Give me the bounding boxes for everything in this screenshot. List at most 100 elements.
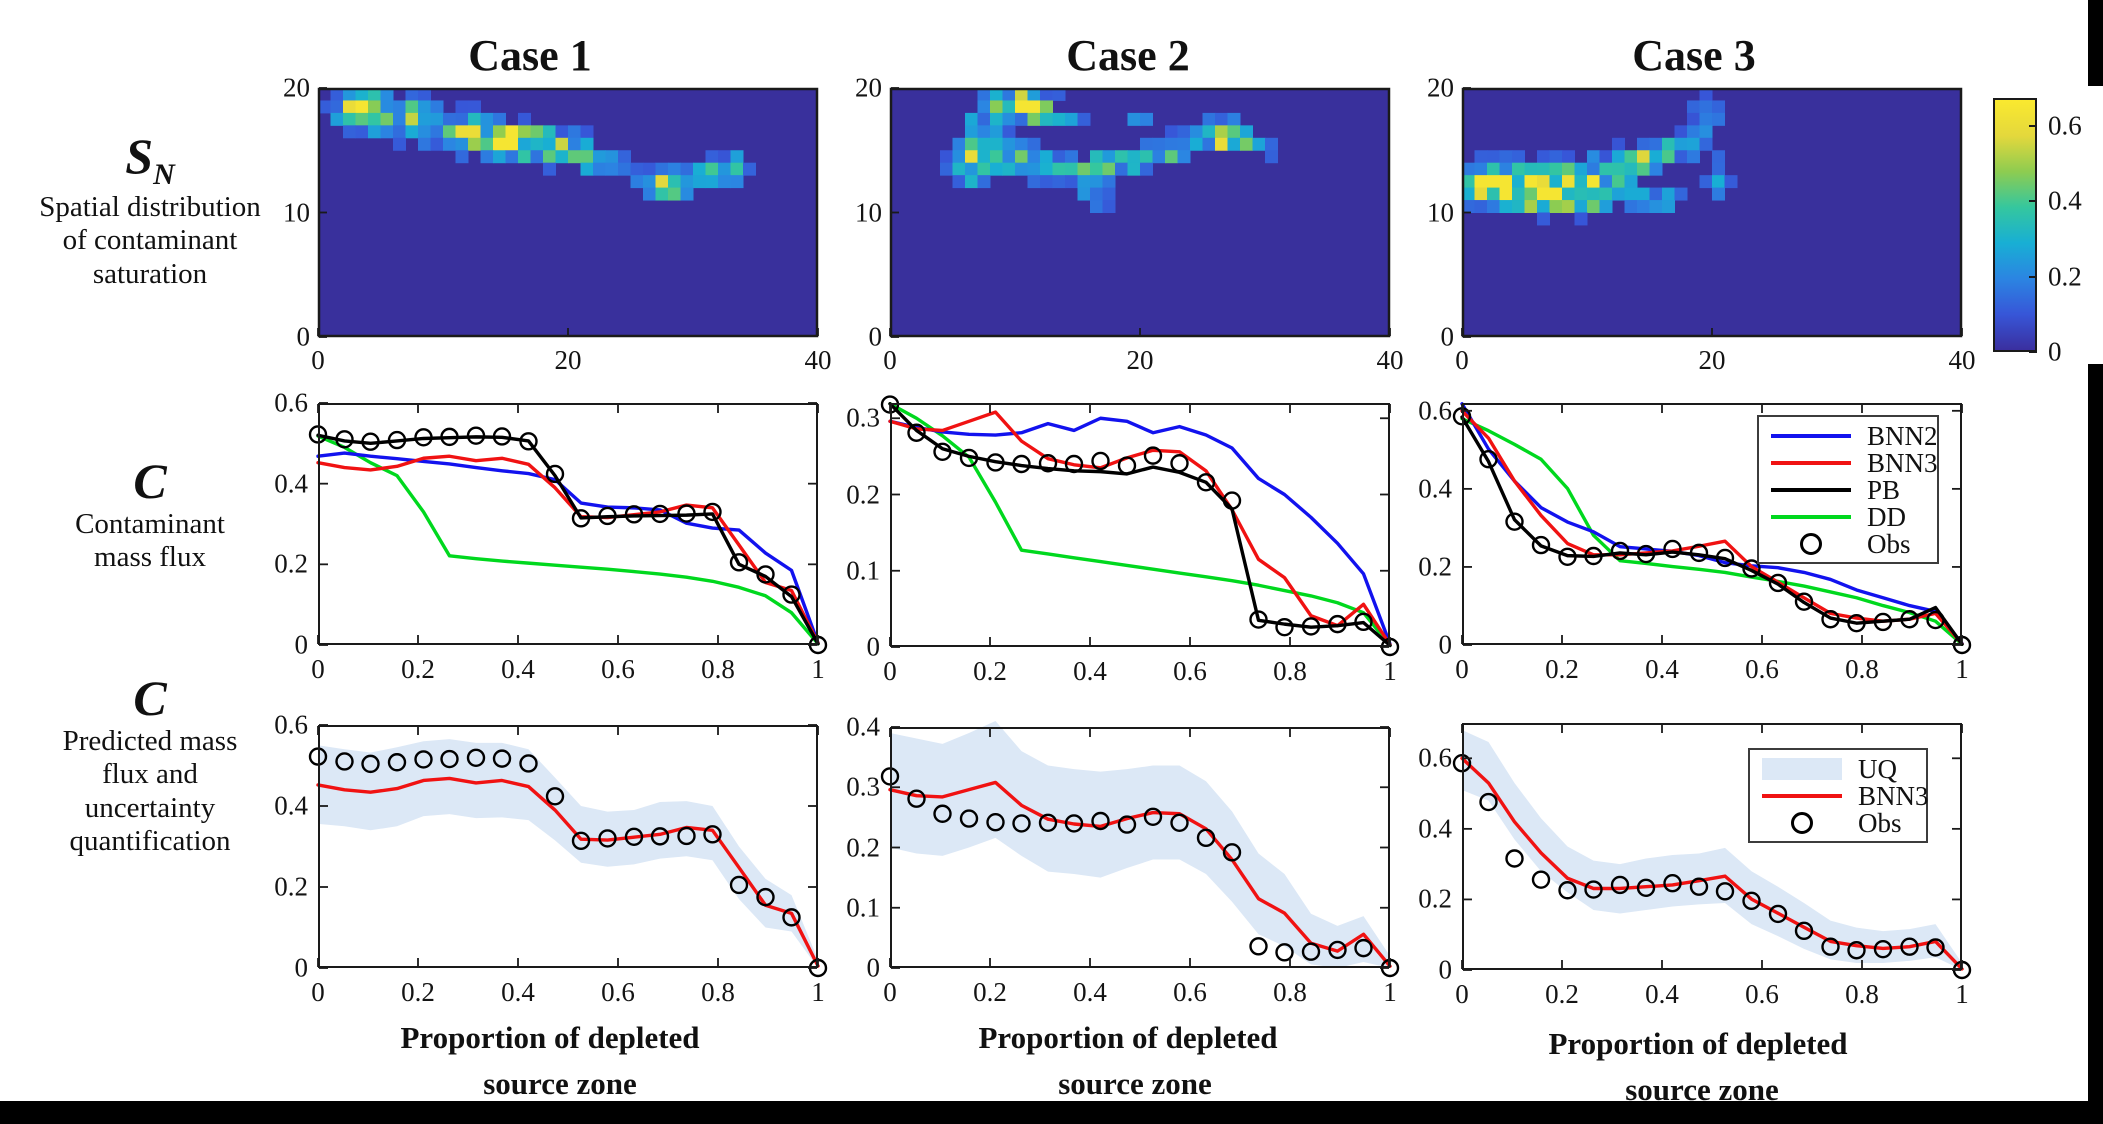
y-tick-label: 0.6: [274, 709, 308, 740]
plot-uq-case2: [880, 720, 1400, 978]
x-tick-label: 0.4: [501, 977, 535, 1007]
obs-point: [1531, 870, 1551, 889]
obs-point: [598, 506, 617, 526]
series-line-dd: [888, 402, 1392, 648]
y-tick-label: 0.4: [1418, 473, 1452, 504]
obs-point: [756, 887, 775, 907]
heatmap-x-tick-label: 40: [1948, 345, 1976, 375]
y-tick-label: 0.4: [846, 711, 880, 742]
obs-point: [782, 908, 801, 927]
obs-point: [650, 504, 670, 524]
x-tick-label: 0.8: [1273, 656, 1307, 686]
obs-point: [440, 427, 459, 447]
series-line-dd: [316, 434, 820, 646]
legend-item-obs: Obs: [1771, 530, 1927, 557]
y-tick-label: 0.4: [274, 790, 308, 821]
x-tick-label: 0.2: [401, 654, 435, 684]
obs-point: [1505, 849, 1524, 868]
legend-item-pb: PB: [1771, 476, 1927, 503]
series-line-pb: [1460, 415, 1964, 646]
screenshot-edge-bar-bottom: [0, 1101, 2103, 1124]
row-label-saturation-desc-3: saturation: [92, 257, 208, 290]
obs-point: [440, 749, 459, 769]
heatmap-x-tick-label: 0: [311, 345, 325, 375]
heatmap-y-tick-label: 0: [1440, 321, 1455, 352]
screenshot-edge-bar-top-right: [2088, 0, 2103, 86]
x-tick-label: 0.4: [1073, 656, 1107, 686]
legend-label-bnn3: BNN3: [1867, 447, 1938, 478]
obs-point: [1038, 813, 1058, 832]
obs-point: [1558, 547, 1577, 566]
obs-point: [624, 827, 644, 846]
x-tick-label: 0: [311, 977, 325, 1007]
heatmap-y-tick-label: 10: [1427, 197, 1454, 227]
row-label-uq-symbol: C: [133, 670, 167, 726]
colorbar-tick-label: 0.6: [2048, 110, 2082, 141]
pb-line-swatch-icon: [1771, 488, 1851, 492]
legend-mass-flux: BNN2 BNN3 PB DD Obs: [1757, 415, 1939, 564]
obs-point: [986, 812, 1005, 832]
x-tick-label: 0: [883, 977, 897, 1007]
obs-point: [1222, 491, 1242, 510]
series-line-bnn3: [316, 776, 820, 968]
obs-point: [1873, 939, 1893, 959]
x-tick-label: 1: [811, 654, 825, 684]
obs-point: [387, 753, 407, 772]
obs-point: [335, 752, 354, 771]
y-tick-label: 0.4: [1418, 813, 1452, 844]
legend-label-dd: DD: [1867, 501, 1906, 532]
obs-point: [1610, 875, 1630, 895]
obs-point: [1926, 938, 1945, 957]
heatmap-x-tick-label: 0: [1455, 345, 1469, 375]
y-tick-label: 0.2: [274, 548, 308, 579]
row-label-saturation-desc-1: Spatial distribution: [39, 190, 261, 223]
x-tick-label: 0.4: [501, 654, 535, 684]
legend-item-bnn3: BNN3: [1771, 449, 1938, 476]
heatmap-y-tick-label: 20: [1427, 72, 1454, 103]
x-tick-label: 0.8: [1845, 979, 1879, 1009]
row-label-uq: C Predicted mass flux and uncertainty qu…: [0, 672, 300, 859]
xlabel-case1-line1: Proportion of depleted: [400, 1020, 700, 1055]
obs-point: [571, 509, 591, 528]
obs-point: [1873, 612, 1893, 632]
heatmap-x-tick-label: 40: [1376, 345, 1404, 375]
y-tick-label: 0: [866, 952, 881, 983]
plot-flux-case2: [880, 395, 1400, 657]
heatmap-x-tick-label: 20: [1698, 345, 1726, 375]
y-tick-label: 0: [294, 629, 309, 660]
row-label-mass-flux-symbol: C: [133, 453, 167, 509]
row-label-mass-flux: C Contaminant mass flux: [0, 455, 300, 575]
obs-point: [959, 448, 979, 468]
obs-point: [1768, 573, 1788, 593]
obs-point: [1354, 938, 1373, 958]
obs-point: [1196, 473, 1216, 492]
x-tick-label: 0.2: [973, 656, 1007, 686]
colorbar-tick-label: 0.4: [2048, 185, 2082, 216]
obs-point: [1900, 610, 1919, 629]
obs-point: [650, 827, 670, 846]
series-line-bnn3: [316, 454, 820, 645]
x-tick-label: 0.6: [1173, 656, 1207, 686]
x-tick-label: 0: [883, 656, 897, 686]
plot-sn-case2: [889, 87, 1391, 338]
obs-point: [1531, 535, 1551, 555]
uq-band-swatch-icon: [1762, 758, 1842, 780]
obs-point: [1558, 881, 1577, 900]
obs-point: [1249, 937, 1268, 956]
x-tick-label: 0.6: [1745, 654, 1779, 684]
legend-label-uq: UQ: [1858, 753, 1897, 784]
plot-sn-case1: [317, 87, 819, 338]
heatmap-y-tick-label: 0: [868, 321, 883, 352]
series-line-bnn3: [1460, 756, 1964, 971]
uq-band-uq-case1: [318, 739, 818, 968]
series-line-pb: [888, 402, 1392, 648]
obs-point: [1636, 544, 1656, 564]
x-tick-label: 0.4: [1645, 979, 1679, 1009]
obs-point: [1064, 814, 1084, 833]
row-label-mass-flux-desc-1: Contaminant: [75, 507, 225, 540]
x-tick-label: 0.8: [1845, 654, 1879, 684]
obs-point: [1091, 451, 1110, 471]
obs-point: [414, 428, 433, 447]
obs-point: [1794, 592, 1814, 611]
heatmap-y-tick-label: 0: [296, 321, 311, 352]
